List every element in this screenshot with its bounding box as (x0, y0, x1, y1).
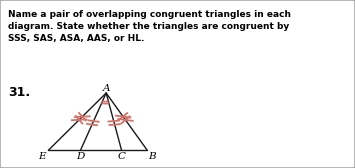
Text: 31.: 31. (8, 86, 30, 99)
Text: A: A (102, 84, 110, 93)
Text: Name a pair of overlapping congruent triangles in each
diagram. State whether th: Name a pair of overlapping congruent tri… (8, 10, 291, 43)
Text: E: E (38, 152, 46, 161)
Text: D: D (76, 152, 84, 161)
Text: C: C (118, 152, 126, 161)
Text: B: B (149, 152, 156, 161)
